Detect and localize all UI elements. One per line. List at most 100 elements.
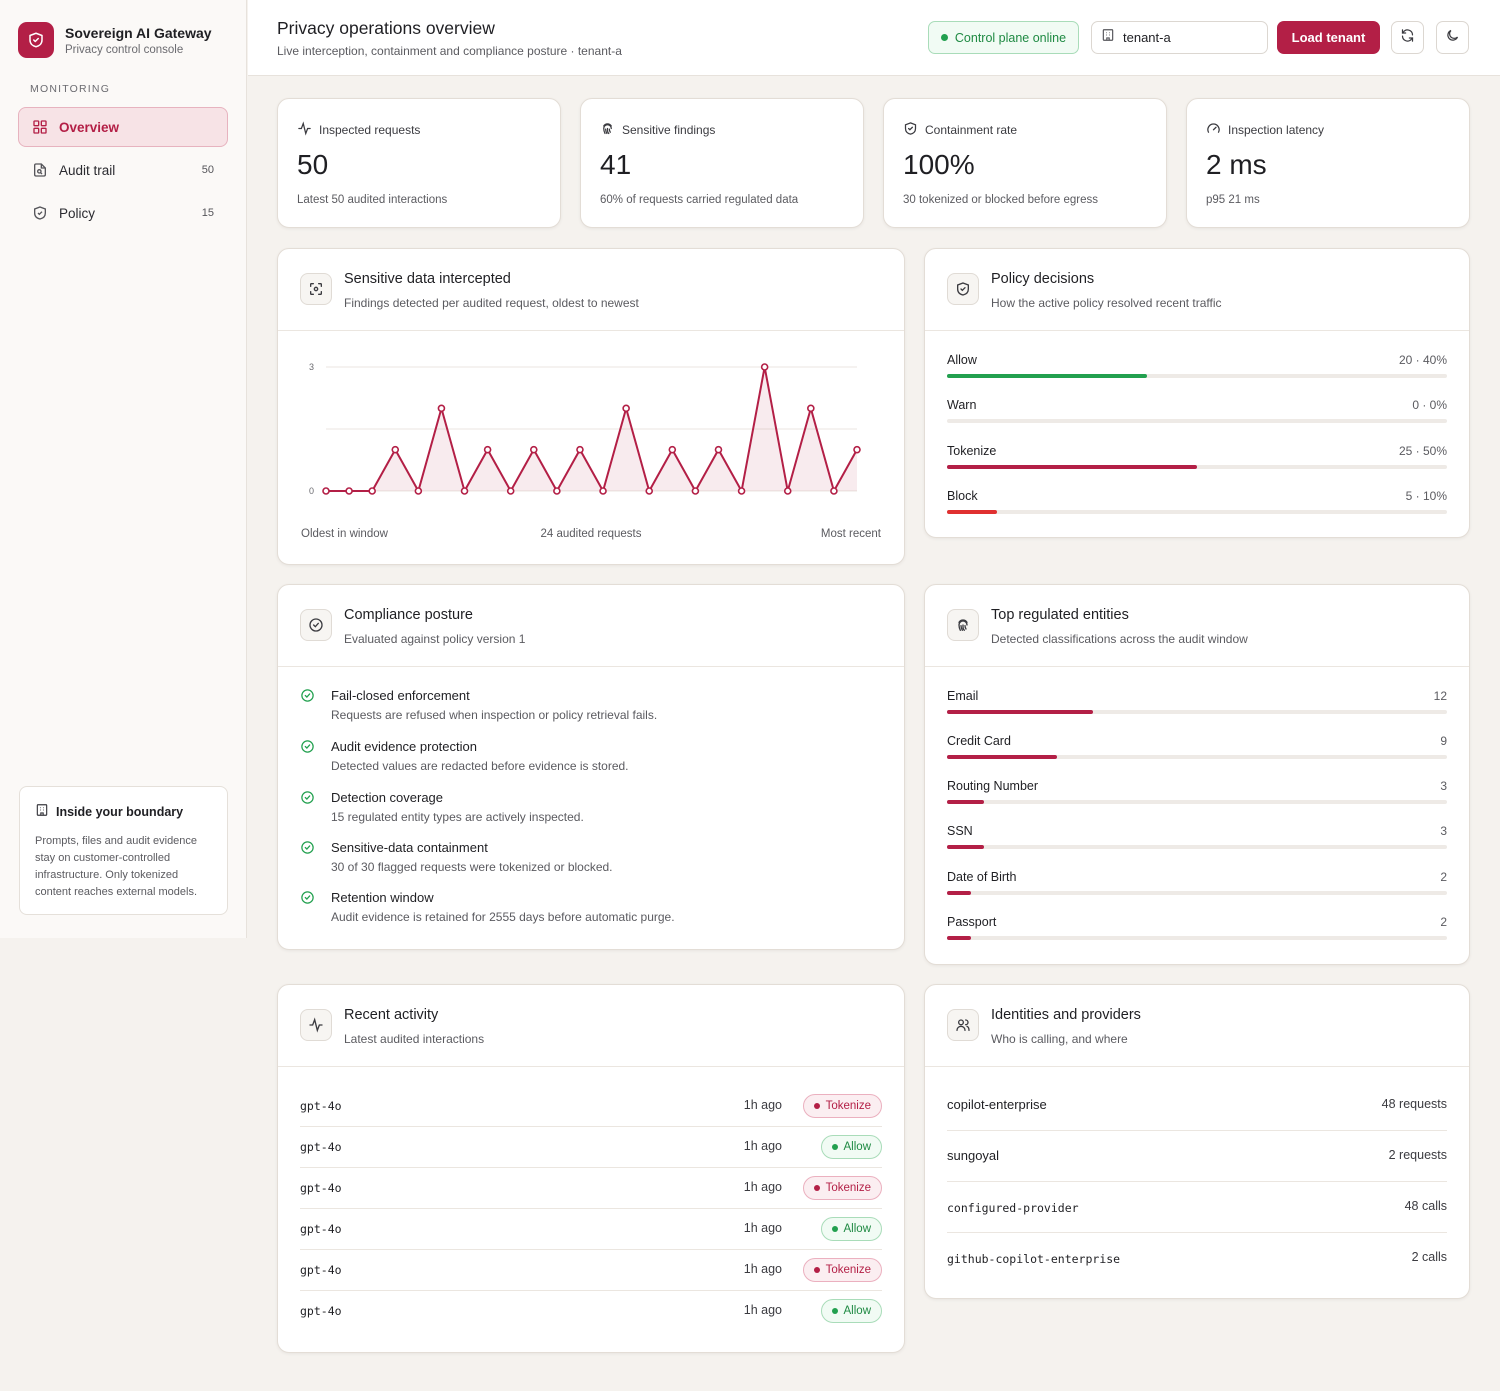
chart-foot-center: 24 audited requests — [540, 528, 642, 540]
decision-badge: Allow — [820, 1299, 882, 1323]
chart-point — [737, 487, 746, 495]
entity-count: 2 — [1440, 915, 1447, 929]
identity-count: 48 requests — [1381, 1097, 1447, 1111]
check-circle-icon — [300, 840, 315, 860]
refresh-button[interactable] — [1391, 21, 1424, 54]
activity-row[interactable]: gpt-4o 1h ago Tokenize — [300, 1086, 882, 1127]
chart-point — [599, 487, 607, 495]
policy-label: Tokenize — [947, 444, 997, 458]
entity-count: 3 — [1440, 824, 1447, 838]
kpi-card-containment-rate: Containment rate 100% 30 tokenized or bl… — [883, 98, 1167, 228]
chart-point — [576, 445, 584, 454]
identity-row: sungoyal 2 requests — [947, 1131, 1447, 1182]
activity-row[interactable]: gpt-4o 1h ago Allow — [300, 1291, 882, 1332]
check-circle-icon — [300, 890, 315, 910]
policy-bar — [947, 510, 997, 514]
chart-point — [830, 487, 838, 495]
theme-toggle-button[interactable] — [1436, 21, 1469, 54]
activity-model: gpt-4o — [300, 1222, 342, 1236]
compliance-posture-card: Compliance posture Evaluated against pol… — [277, 584, 905, 950]
policy-bar — [947, 465, 1197, 469]
check-circle-icon — [300, 790, 315, 810]
y-tick-label: 3 — [309, 362, 314, 372]
compliance-item-title: Sensitive-data containment — [331, 840, 488, 855]
check-circle-icon — [300, 609, 332, 641]
kpi-label: Containment rate — [925, 123, 1018, 137]
decision-badge: Tokenize — [802, 1094, 882, 1118]
activity-time: 1h ago — [743, 1221, 782, 1235]
entity-label: Date of Birth — [947, 870, 1017, 884]
compliance-item-desc: Detected values are redacted before evid… — [331, 759, 629, 773]
chart-point — [853, 445, 861, 454]
entity-count: 3 — [1440, 779, 1447, 793]
tenant-input[interactable] — [1123, 30, 1258, 45]
chart-point — [345, 487, 353, 495]
card-title: Sensitive data intercepted — [344, 271, 511, 287]
app-title: Sovereign AI Gateway — [65, 24, 212, 41]
activity-icon — [297, 121, 312, 139]
compliance-item-desc: Audit evidence is retained for 2555 days… — [331, 910, 675, 924]
kpi-note: p95 21 ms — [1206, 194, 1260, 206]
app-subtitle: Privacy control console — [65, 43, 184, 56]
chart-point — [460, 487, 469, 495]
entity-bar — [947, 936, 972, 940]
kpi-note: 30 tokenized or blocked before egress — [903, 194, 1098, 206]
moon-icon — [1445, 28, 1460, 48]
findings-area-chart: 30 — [309, 362, 861, 496]
refresh-icon — [1400, 28, 1415, 48]
activity-model: gpt-4o — [300, 1140, 342, 1154]
compliance-item-title: Detection coverage — [331, 790, 444, 805]
card-title: Recent activity — [344, 1007, 439, 1023]
recent-activity-card: Recent activity Latest audited interacti… — [277, 984, 905, 1353]
card-title: Policy decisions — [991, 271, 1095, 287]
chart-point — [391, 445, 400, 454]
load-tenant-button[interactable]: Load tenant — [1277, 21, 1380, 54]
shield-icon — [947, 273, 979, 305]
fingerprint-icon — [947, 609, 979, 641]
identity-name: copilot-enterprise — [947, 1097, 1047, 1112]
entity-count: 12 — [1433, 689, 1447, 703]
activity-time: 1h ago — [743, 1098, 782, 1112]
provider-count: 48 calls — [1404, 1199, 1447, 1213]
findings-line — [326, 366, 858, 492]
boundary-info-card: Inside your boundary Prompts, files and … — [19, 786, 228, 915]
provider-row: github-copilot-enterprise 2 calls — [947, 1233, 1447, 1284]
kpi-value: 41 — [600, 149, 632, 180]
activity-row[interactable]: gpt-4o 1h ago Allow — [300, 1127, 882, 1168]
sidebar-item-policy[interactable]: Policy 15 — [18, 193, 228, 233]
chart-foot-left: Oldest in window — [301, 528, 388, 540]
boundary-title: Inside your boundary — [56, 804, 184, 819]
activity-model: gpt-4o — [300, 1099, 342, 1113]
chart-foot-right: Most recent — [820, 528, 881, 540]
policy-value: 0 · 0% — [1412, 398, 1447, 412]
y-tick-label: 0 — [309, 486, 314, 496]
status-text: Control plane online — [954, 30, 1067, 45]
sidebar-item-count: 15 — [201, 207, 214, 219]
entity-bar — [947, 800, 984, 804]
decision-badge: Allow — [820, 1217, 882, 1241]
kpi-value: 100% — [903, 149, 975, 180]
sidebar-item-overview[interactable]: Overview — [18, 107, 228, 147]
chart-point — [483, 445, 492, 454]
entity-bar — [947, 891, 972, 895]
card-subtitle: Who is calling, and where — [991, 1032, 1128, 1046]
activity-row[interactable]: gpt-4o 1h ago Tokenize — [300, 1168, 882, 1209]
badge-dot-icon — [831, 1226, 838, 1232]
compliance-item-desc: 30 of 30 flagged requests were tokenized… — [331, 860, 613, 874]
provider-name: configured-provider — [947, 1201, 1079, 1215]
page-subtitle: Live interception, containment and compl… — [277, 44, 622, 58]
chart-point — [807, 404, 815, 413]
activity-row[interactable]: gpt-4o 1h ago Allow — [300, 1209, 882, 1250]
shield-logo-icon — [18, 22, 54, 58]
activity-row[interactable]: gpt-4o 1h ago Tokenize — [300, 1250, 882, 1291]
kpi-card-sensitive-findings: Sensitive findings 41 60% of requests ca… — [580, 98, 864, 228]
building-icon — [1101, 28, 1115, 47]
boundary-body: Prompts, files and audit evidence stay o… — [35, 835, 198, 898]
scan-icon — [300, 273, 332, 305]
activity-model: gpt-4o — [300, 1304, 342, 1318]
shield-check-icon — [903, 121, 918, 139]
policy-label: Warn — [947, 398, 977, 412]
policy-value: 25 · 50% — [1398, 444, 1447, 458]
sidebar-item-audit-trail[interactable]: Audit trail 50 — [18, 150, 228, 190]
identity-count: 2 requests — [1388, 1148, 1447, 1162]
